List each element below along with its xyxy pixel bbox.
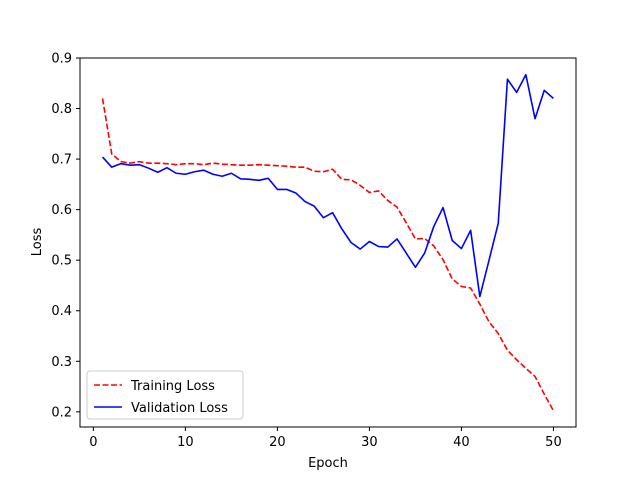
y-tick-label: 0.9: [51, 52, 72, 67]
y-tick-label: 0.2: [51, 405, 72, 420]
x-tick-label: 50: [545, 435, 562, 450]
x-tick-label: 10: [177, 435, 194, 450]
x-tick-label: 20: [269, 435, 286, 450]
y-tick-label: 0.6: [51, 203, 72, 218]
y-tick-label: 0.3: [51, 355, 72, 370]
legend-label-training-loss: Training Loss: [130, 379, 215, 394]
x-tick-label: 30: [361, 435, 378, 450]
series-line-validation-loss: [101, 73, 554, 298]
x-tick-label: 40: [453, 435, 470, 450]
x-tick-label: 0: [89, 435, 97, 450]
legend-box: [86, 370, 244, 420]
y-tick-label: 0.7: [51, 153, 72, 168]
y-axis-ticks: 0.2 0.3 0.4 0.5 0.6 0.7 0.8 0.9: [51, 52, 80, 420]
legend-label-validation-loss: Validation Loss: [131, 401, 228, 416]
x-axis-label: Epoch: [308, 456, 348, 471]
series-line-training-loss: [101, 98, 555, 412]
series-layer: [101, 73, 555, 412]
y-tick-label: 0.8: [51, 102, 72, 117]
y-axis-label: Loss: [30, 228, 45, 257]
legend: Training Loss Validation Loss: [86, 370, 244, 420]
plot-frame: [79, 57, 577, 428]
y-tick-label: 0.5: [51, 254, 72, 269]
y-tick-label: 0.4: [51, 304, 72, 319]
x-axis-ticks: 0 10 20 30 40 50: [89, 427, 562, 450]
